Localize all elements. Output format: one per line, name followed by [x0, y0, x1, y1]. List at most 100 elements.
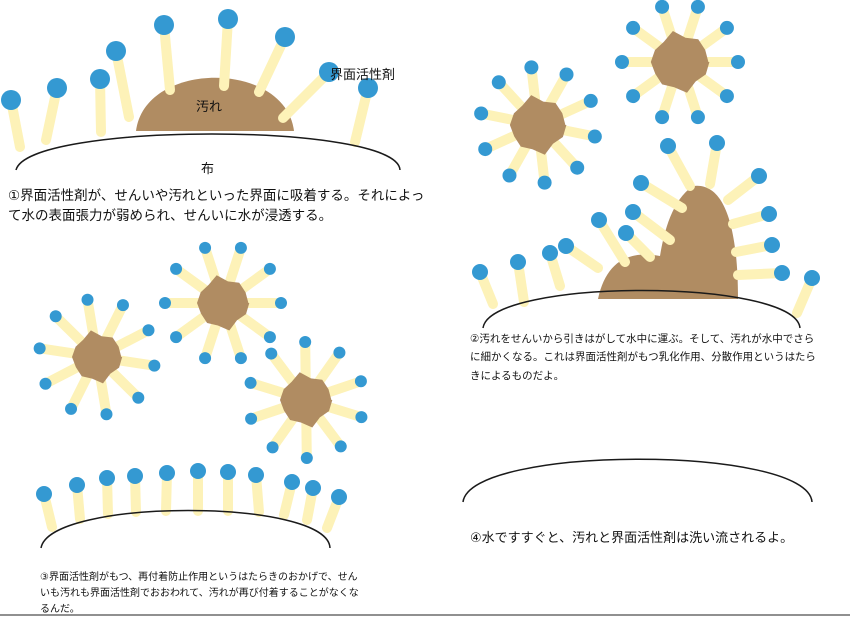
surfactant-head — [148, 359, 161, 372]
surfactant-head — [655, 0, 670, 14]
surfactant-tail — [219, 14, 233, 91]
surfactant-molecule — [321, 375, 367, 398]
surfactant-head — [170, 331, 183, 344]
surfactant-molecule — [300, 416, 313, 464]
surfactant-molecule — [491, 75, 529, 114]
surfactant-head — [510, 254, 526, 270]
surfactant-head — [615, 55, 629, 69]
surfactant-molecule — [542, 245, 565, 291]
surfactant-tail — [266, 348, 298, 388]
surfactant-head — [106, 41, 126, 61]
surfactant-molecule — [159, 297, 206, 309]
surfactant-molecule — [728, 206, 777, 229]
surfactant-head — [719, 89, 734, 104]
surfactant-head — [127, 468, 143, 484]
surfactant-molecule — [101, 299, 129, 343]
surfactant-molecule — [626, 20, 668, 55]
surfactant-head — [284, 474, 300, 490]
surfactant-molecule — [681, 0, 705, 47]
surfactant-head — [190, 463, 206, 479]
surfactant-head — [570, 160, 585, 175]
surfactant-molecule — [220, 464, 236, 516]
surfactant-molecule — [474, 106, 522, 126]
surfactant-tail — [245, 377, 290, 399]
surfactant-head — [36, 486, 52, 502]
surfactant-head — [558, 238, 574, 254]
surfactant-head — [39, 377, 52, 390]
surfactant-molecule — [299, 336, 312, 384]
surfactant-molecule — [302, 480, 321, 525]
surfactant-tail — [278, 67, 334, 123]
surfactant-head — [116, 299, 129, 312]
surfactant-head — [319, 62, 339, 82]
surfactant-molecule — [510, 254, 529, 307]
surfactant-molecule — [199, 241, 222, 288]
surfactant-head — [502, 168, 517, 183]
surfactant-molecule — [733, 265, 790, 281]
surfactant-tail — [34, 343, 81, 359]
surfactant-tail — [200, 242, 222, 288]
dirt-label: 汚れ — [196, 100, 223, 115]
dirt-particle — [280, 372, 333, 428]
surfactant-molecule — [660, 138, 695, 191]
surfactant-group — [1, 9, 378, 152]
surfactant-head — [248, 467, 264, 483]
surfactant-head — [542, 245, 558, 261]
surfactant-tail — [95, 373, 112, 420]
surfactant-molecule — [36, 486, 57, 532]
surfactant-molecule — [224, 241, 247, 288]
surfactant-molecule — [218, 9, 238, 91]
surfactant-molecule — [254, 27, 295, 97]
surfactant-molecule — [81, 293, 99, 341]
surfactant-head — [245, 412, 258, 425]
surfactant-molecule — [723, 168, 767, 205]
surfactant-molecule — [692, 69, 734, 104]
surfactant-molecule — [33, 342, 81, 359]
surfactant-head — [333, 346, 346, 359]
surfactant-molecule — [265, 347, 298, 388]
surfactant-molecule — [1, 90, 25, 152]
surfactant-molecule — [547, 136, 585, 175]
surfactant-tail — [66, 371, 93, 414]
surfactant-molecule — [278, 62, 339, 123]
surfactant-molecule — [478, 129, 523, 157]
surfactant-molecule — [626, 69, 668, 104]
cloth-label: 布 — [201, 162, 215, 177]
surfactant-head — [170, 262, 183, 275]
surfactant-head — [159, 297, 171, 309]
surfactant-molecule — [279, 474, 300, 520]
panel-1 — [1, 9, 401, 171]
surfactant-head — [263, 331, 276, 344]
surfactant-head — [234, 241, 247, 254]
surfactant-group — [33, 241, 368, 533]
surfactant-head — [587, 129, 602, 144]
surfactant-molecule — [99, 470, 115, 519]
cloth-surface — [15, 133, 401, 171]
surfactant-head — [761, 206, 777, 222]
surfactant-head — [618, 225, 634, 241]
surfactant-head — [69, 477, 85, 493]
surfactant-head — [199, 241, 212, 254]
surfactant-head — [626, 89, 641, 104]
surfactant-tail — [113, 355, 160, 371]
surfactant-head — [331, 489, 347, 505]
panel-3 — [33, 241, 368, 549]
surfactant-tail — [111, 46, 134, 122]
surfactant-molecule — [106, 41, 134, 122]
surfactant-molecule — [41, 78, 67, 145]
surfactant-molecule — [543, 67, 574, 111]
surfactant-head — [591, 212, 607, 228]
surfactant-head — [751, 168, 767, 184]
surfactant-tail — [171, 310, 211, 343]
surfactant-molecule — [692, 20, 734, 55]
surfactant-molecule — [90, 69, 110, 137]
surfactant-molecule — [655, 77, 679, 125]
surfactant-head — [731, 55, 745, 69]
surfactant-tail — [314, 412, 346, 452]
dirt-particle — [650, 31, 710, 93]
cloth-surface — [462, 458, 813, 503]
surfactant-group — [472, 0, 820, 318]
caption-step-3: ③界面活性剤がもつ、再付着防止作用というはたらきのおかげで、せんいも汚れも界面活… — [40, 572, 359, 615]
surfactant-head — [65, 402, 78, 415]
